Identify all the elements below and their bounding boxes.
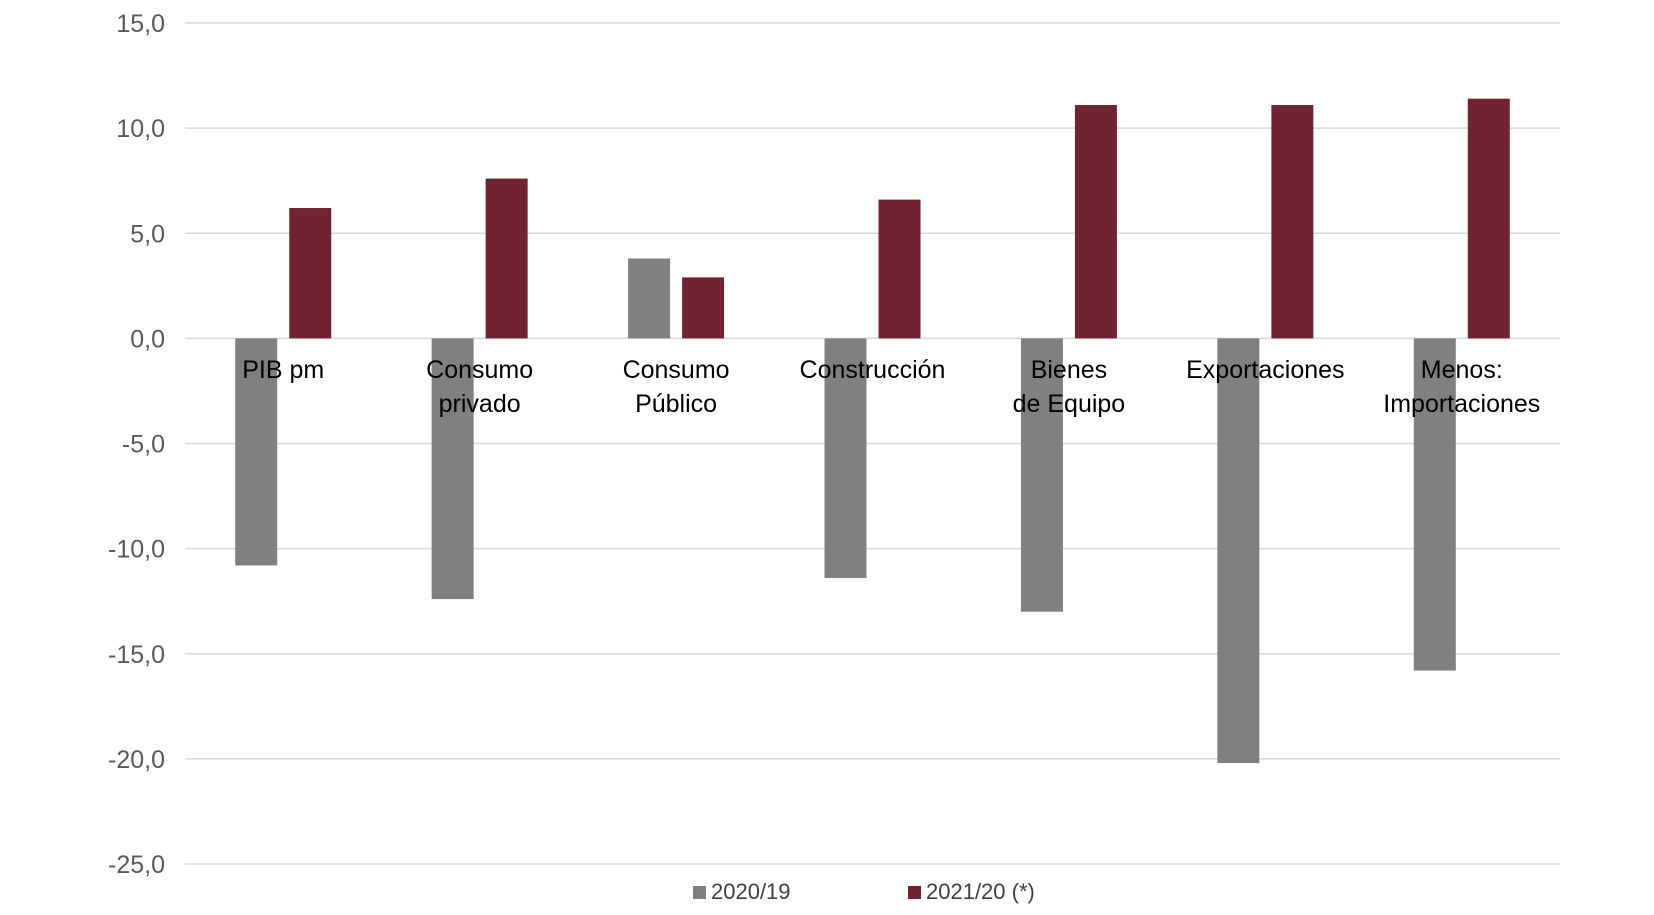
category-label-line: Menos: bbox=[1421, 356, 1503, 384]
gridlines bbox=[185, 22, 1560, 865]
category-label: Consumo privado bbox=[426, 356, 533, 418]
y-tick-label: -25,0 bbox=[108, 851, 165, 879]
bar bbox=[1467, 98, 1510, 339]
legend: 2020/19 2021/20 (*) bbox=[693, 879, 1035, 904]
category-label: Bienes de Equipo bbox=[1013, 356, 1126, 418]
category-labels: PIB pm Consumo privado Consumo Público Constr… bbox=[242, 356, 1540, 418]
y-tick-label: -15,0 bbox=[108, 641, 165, 669]
y-tick-label: 5,0 bbox=[130, 220, 165, 248]
y-axis-ticks: 15,0 10,0 5,0 0,0 -5,0 -10,0 -15,0 -20,0 -25,0 bbox=[108, 10, 165, 879]
bar bbox=[431, 338, 474, 600]
y-tick-label: 0,0 bbox=[130, 325, 165, 353]
bar bbox=[1074, 104, 1117, 339]
category-label: Construcción bbox=[800, 356, 946, 384]
y-tick-label: 10,0 bbox=[116, 115, 165, 143]
category-label-line: privado bbox=[439, 390, 521, 418]
category-label-line: Público bbox=[635, 390, 717, 418]
category-label-line: de Equipo bbox=[1013, 390, 1126, 418]
bar bbox=[824, 338, 867, 579]
category-label: PIB pm bbox=[242, 356, 324, 384]
bar bbox=[1413, 338, 1456, 671]
bar bbox=[289, 208, 332, 339]
category-label: Exportaciones bbox=[1186, 356, 1344, 384]
bar bbox=[235, 338, 278, 566]
category-label-line: Construcción bbox=[800, 356, 946, 384]
category-label: Menos: Importaciones bbox=[1383, 356, 1540, 418]
legend-label: 2021/20 (*) bbox=[926, 879, 1035, 904]
category-label-line: Consumo bbox=[426, 356, 533, 384]
bar bbox=[1020, 338, 1063, 612]
bar bbox=[1217, 338, 1260, 764]
bar bbox=[878, 199, 921, 339]
category-label-line: Consumo bbox=[623, 356, 730, 384]
legend-swatch bbox=[693, 886, 706, 899]
y-tick-label: -10,0 bbox=[108, 536, 165, 564]
bar bbox=[485, 178, 528, 339]
bar bbox=[682, 277, 725, 339]
category-label-line: Importaciones bbox=[1383, 390, 1540, 418]
bar bbox=[1271, 104, 1314, 339]
y-tick-label: -20,0 bbox=[108, 746, 165, 774]
legend-swatch bbox=[908, 886, 921, 899]
category-label-line: PIB pm bbox=[242, 356, 324, 384]
bar bbox=[628, 258, 671, 339]
category-label-line: Exportaciones bbox=[1186, 356, 1344, 384]
legend-label: 2020/19 bbox=[711, 879, 791, 904]
category-label-line: Bienes bbox=[1031, 356, 1107, 384]
y-tick-label: -5,0 bbox=[122, 431, 165, 459]
category-label: Consumo Público bbox=[623, 356, 730, 418]
y-tick-label: 15,0 bbox=[116, 10, 165, 38]
bars bbox=[235, 98, 1510, 764]
